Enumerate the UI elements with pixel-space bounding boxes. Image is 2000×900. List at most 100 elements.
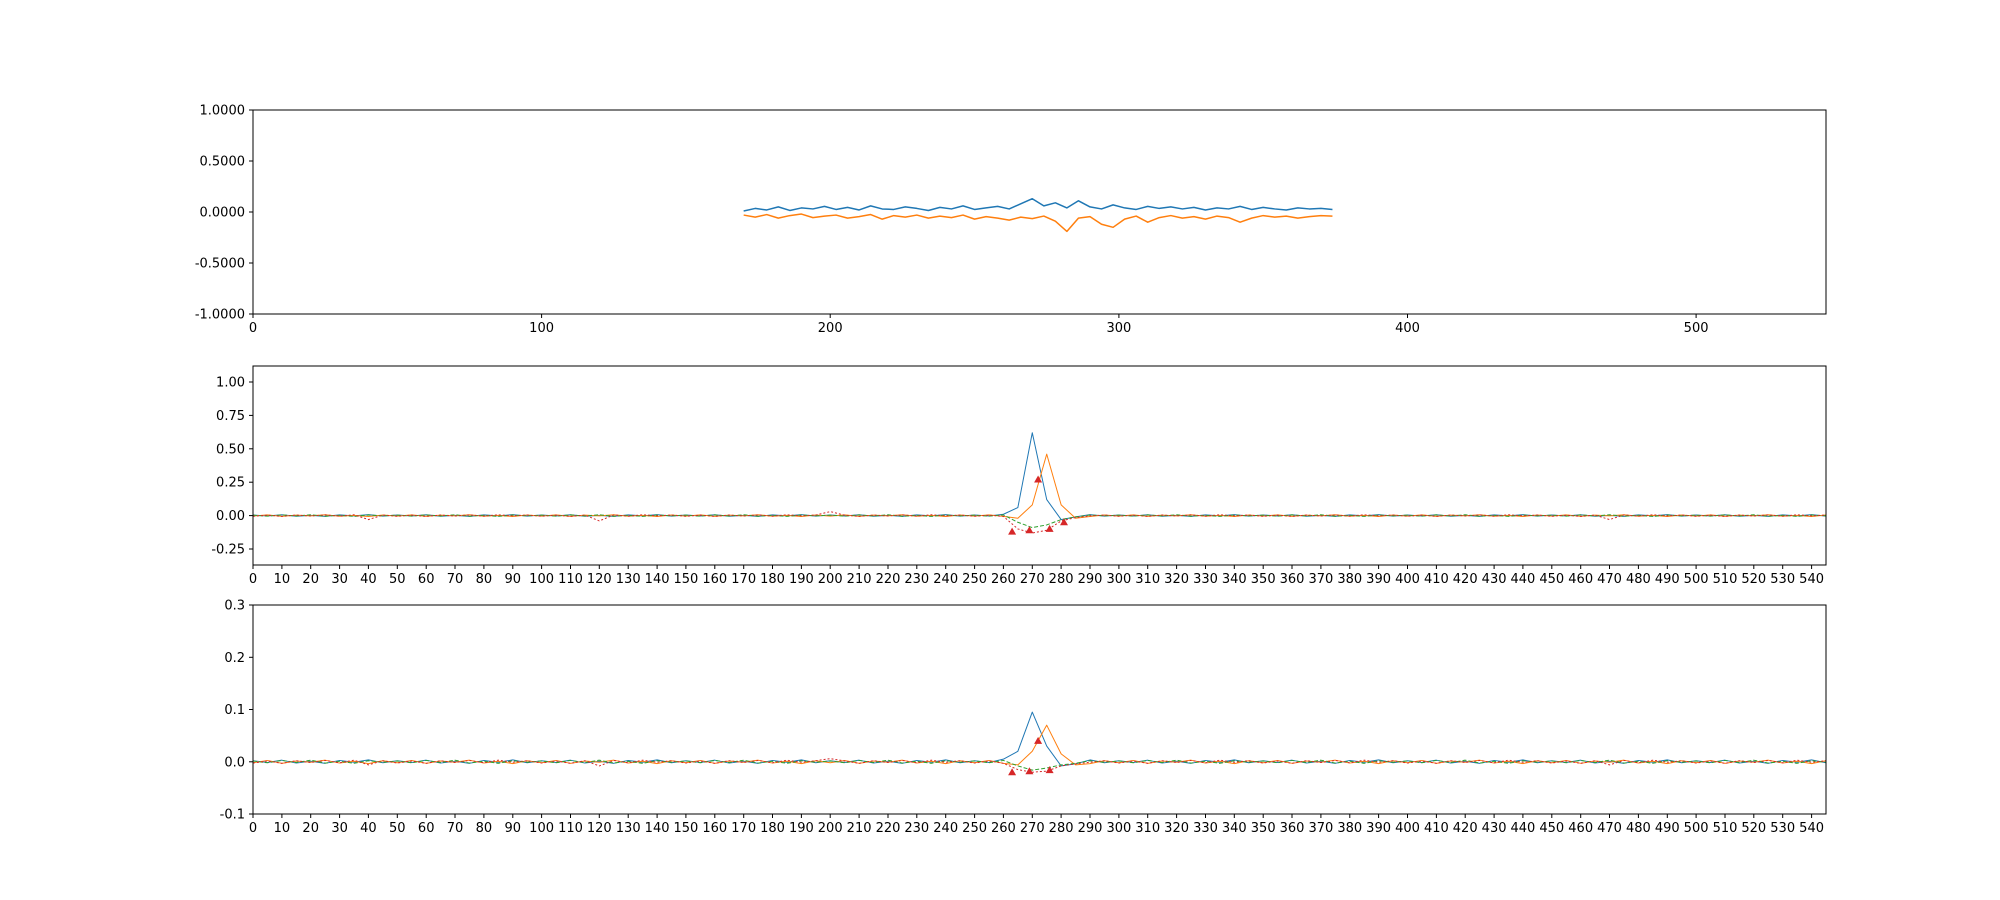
x-tick-label: 300 <box>1106 572 1131 587</box>
x-tick-label: 40 <box>360 821 377 836</box>
x-tick-label: 250 <box>962 572 987 587</box>
x-tick-label: 120 <box>587 821 612 836</box>
x-tick-label: 470 <box>1597 821 1622 836</box>
y-tick-label: -0.5000 <box>195 257 245 272</box>
x-tick-label: 200 <box>818 321 843 336</box>
x-tick-label: 150 <box>673 572 698 587</box>
x-tick-label: 0 <box>249 821 257 836</box>
x-tick-label: 100 <box>529 821 554 836</box>
x-tick-label: 30 <box>331 572 348 587</box>
x-tick-label: 490 <box>1655 572 1680 587</box>
x-tick-label: 140 <box>645 821 670 836</box>
x-tick-label: 410 <box>1424 572 1449 587</box>
x-tick-label: 290 <box>1078 572 1103 587</box>
y-tick-label: 0.2 <box>224 651 245 666</box>
x-tick-label: 150 <box>673 821 698 836</box>
x-tick-label: 340 <box>1222 821 1247 836</box>
axes-box <box>252 109 1827 315</box>
x-tick-label: 280 <box>1049 572 1074 587</box>
x-tick-label: 270 <box>1020 821 1045 836</box>
x-tick-label: 130 <box>616 572 641 587</box>
x-tick-label: 440 <box>1510 572 1535 587</box>
x-tick-label: 430 <box>1482 572 1507 587</box>
y-tick-label: 1.00 <box>216 376 245 391</box>
x-tick-label: 360 <box>1280 821 1305 836</box>
x-tick-label: 260 <box>991 821 1016 836</box>
x-tick-label: 470 <box>1597 572 1622 587</box>
x-tick-label: 180 <box>760 572 785 587</box>
x-tick-label: 240 <box>933 572 958 587</box>
x-tick-label: 540 <box>1799 572 1824 587</box>
x-tick-label: 380 <box>1337 821 1362 836</box>
y-tick-label: 1.0000 <box>200 104 246 119</box>
x-tick-label: 370 <box>1308 821 1333 836</box>
x-tick-label: 80 <box>476 572 493 587</box>
x-tick-label: 450 <box>1539 821 1564 836</box>
x-tick-label: 100 <box>529 572 554 587</box>
x-tick-label: 460 <box>1568 572 1593 587</box>
x-tick-label: 60 <box>418 821 435 836</box>
x-tick-label: 290 <box>1078 821 1103 836</box>
x-tick-label: 480 <box>1626 821 1651 836</box>
x-tick-label: 350 <box>1251 821 1276 836</box>
y-tick-label: 0.50 <box>216 442 245 457</box>
y-tick-label: -0.1 <box>220 808 245 823</box>
x-tick-label: 20 <box>302 572 319 587</box>
x-tick-label: 330 <box>1193 572 1218 587</box>
x-tick-label: 90 <box>505 821 522 836</box>
x-tick-label: 140 <box>645 572 670 587</box>
ax3-red-marker <box>1008 768 1017 776</box>
ax3-red-marker <box>1034 736 1043 744</box>
x-tick-label: 320 <box>1164 572 1189 587</box>
y-tick-label: 0.0000 <box>200 206 246 221</box>
chart-ax1: 0 100 200 300 400 500 -1.0000 -0.5000 0.0000 0.50… <box>195 104 1827 336</box>
x-tick-label: 110 <box>558 572 583 587</box>
x-tick-label: 180 <box>760 821 785 836</box>
x-tick-label: 380 <box>1337 572 1362 587</box>
x-tick-label: 220 <box>876 821 901 836</box>
x-tick-label: 390 <box>1366 821 1391 836</box>
y-tick-label: 0.0 <box>224 755 245 770</box>
x-tick-label: 0 <box>249 572 257 587</box>
x-tick-label: 20 <box>302 821 319 836</box>
x-tick-label: 510 <box>1713 821 1738 836</box>
y-tick-label: -1.0000 <box>195 308 245 323</box>
x-tick-label: 530 <box>1770 572 1795 587</box>
x-tick-label: 300 <box>1106 821 1131 836</box>
x-tick-label: 400 <box>1395 321 1420 336</box>
y-tick-label: -0.25 <box>211 543 245 558</box>
ax2-red-marker <box>1008 527 1017 535</box>
ax1-orange-line <box>743 213 1333 233</box>
ax2-green-line <box>252 514 1827 529</box>
ax2-blue-line <box>252 432 1827 521</box>
x-tick-label: 510 <box>1713 572 1738 587</box>
x-tick-label: 190 <box>789 821 814 836</box>
x-tick-label: 170 <box>731 821 756 836</box>
y-tick-label: 0.75 <box>216 409 245 424</box>
ax2-orange-line <box>252 453 1827 519</box>
x-tick-label: 160 <box>702 572 727 587</box>
x-tick-label: 420 <box>1453 572 1478 587</box>
x-tick-label: 400 <box>1395 821 1420 836</box>
x-tick-label: 410 <box>1424 821 1449 836</box>
x-tick-label: 220 <box>876 572 901 587</box>
x-tick-label: 310 <box>1135 821 1160 836</box>
x-tick-label: 280 <box>1049 821 1074 836</box>
x-tick-label: 440 <box>1510 821 1535 836</box>
x-tick-label: 400 <box>1395 572 1420 587</box>
y-tick-label: 0.3 <box>224 599 245 614</box>
x-tick-label: 50 <box>389 821 406 836</box>
x-tick-label: 540 <box>1799 821 1824 836</box>
ax3-orange-line <box>252 724 1827 766</box>
chart-ax2: 0 10 20 30 40 50 60 70 80 90 100 110 120 130 140 150 160… <box>211 365 1827 587</box>
y-tick-label: 0.5000 <box>200 155 246 170</box>
chart-ax3: 0 10 20 30 40 50 60 70 80 90 100 110 120 130 140 150 160… <box>220 599 1827 836</box>
x-tick-label: 110 <box>558 821 583 836</box>
x-tick-label: 310 <box>1135 572 1160 587</box>
x-tick-label: 260 <box>991 572 1016 587</box>
x-tick-label: 520 <box>1741 821 1766 836</box>
x-tick-label: 330 <box>1193 821 1218 836</box>
x-tick-label: 250 <box>962 821 987 836</box>
